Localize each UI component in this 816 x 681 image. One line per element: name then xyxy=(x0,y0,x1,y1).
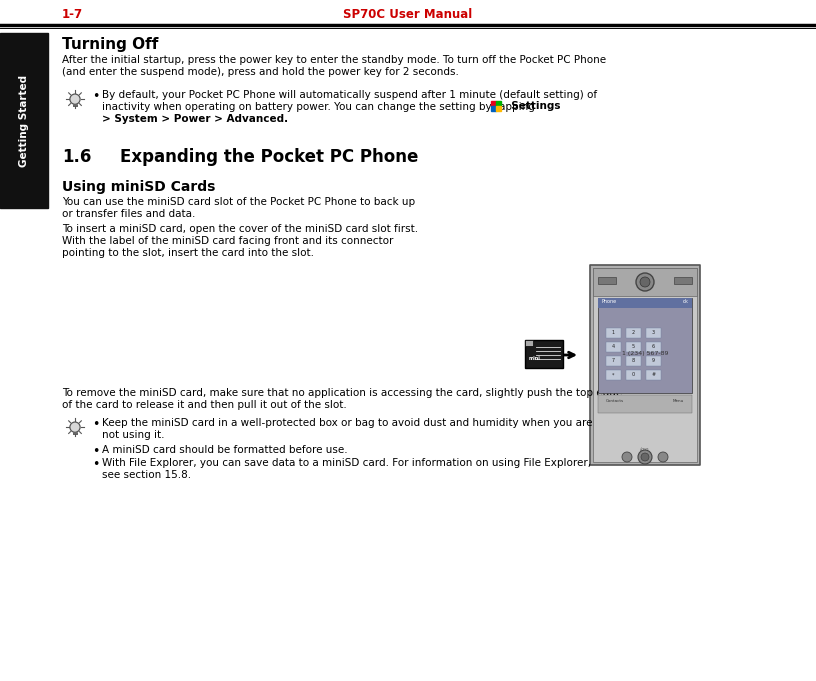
Bar xyxy=(73,433,78,434)
Text: With the label of the miniSD card facing front and its connector: With the label of the miniSD card facing… xyxy=(62,236,393,246)
Text: Menu: Menu xyxy=(672,399,684,403)
Bar xyxy=(0,33,48,208)
Bar xyxy=(73,105,78,106)
Bar xyxy=(73,432,77,434)
Bar xyxy=(598,298,692,308)
Text: 1.6: 1.6 xyxy=(62,148,91,166)
Circle shape xyxy=(70,95,80,104)
Text: Keep the miniSD card in a well-protected box or bag to avoid dust and humidity w: Keep the miniSD card in a well-protected… xyxy=(102,418,592,428)
Text: 1-7: 1-7 xyxy=(62,8,83,21)
Bar xyxy=(598,298,692,393)
Text: A miniSD card should be formatted before use.: A miniSD card should be formatted before… xyxy=(102,445,348,455)
Text: By default, your Pocket PC Phone will automatically suspend after 1 minute (defa: By default, your Pocket PC Phone will au… xyxy=(102,90,597,100)
Bar xyxy=(73,104,77,106)
Circle shape xyxy=(640,277,650,287)
Circle shape xyxy=(622,452,632,462)
Text: (and enter the suspend mode), press and hold the power key for 2 seconds.: (and enter the suspend mode), press and … xyxy=(62,67,459,77)
Text: You can use the miniSD card slot of the Pocket PC Phone to back up: You can use the miniSD card slot of the … xyxy=(62,197,415,207)
Text: 1: 1 xyxy=(612,330,615,336)
Text: of the card to release it and then pull it out of the slot.: of the card to release it and then pull … xyxy=(62,400,347,410)
Text: inactivity when operating on battery power. You can change the setting by tappin: inactivity when operating on battery pow… xyxy=(102,102,534,112)
Bar xyxy=(525,340,533,346)
Text: #: # xyxy=(651,373,655,377)
Bar xyxy=(646,356,661,366)
Text: To remove the miniSD card, make sure that no application is accessing the card, : To remove the miniSD card, make sure tha… xyxy=(62,388,623,398)
Text: Phone: Phone xyxy=(601,299,616,304)
Text: 4: 4 xyxy=(612,345,615,349)
Circle shape xyxy=(638,450,652,464)
Bar xyxy=(598,395,692,413)
Bar xyxy=(646,370,661,380)
Bar xyxy=(606,370,621,380)
Text: 0: 0 xyxy=(632,373,635,377)
Text: •: • xyxy=(92,445,100,458)
Text: pointing to the slot, insert the card into the slot.: pointing to the slot, insert the card in… xyxy=(62,248,314,258)
Text: To insert a miniSD card, open the cover of the miniSD card slot first.: To insert a miniSD card, open the cover … xyxy=(62,224,418,234)
Text: not using it.: not using it. xyxy=(102,430,165,440)
Text: Using miniSD Cards: Using miniSD Cards xyxy=(62,180,215,194)
Circle shape xyxy=(70,422,80,432)
Text: SP70C User Manual: SP70C User Manual xyxy=(344,8,472,21)
Circle shape xyxy=(658,452,668,462)
Text: Expanding the Pocket PC Phone: Expanding the Pocket PC Phone xyxy=(120,148,419,166)
Circle shape xyxy=(641,453,649,461)
Bar xyxy=(496,106,500,110)
Bar xyxy=(598,277,616,284)
Bar xyxy=(606,328,621,338)
Circle shape xyxy=(636,273,654,291)
Bar xyxy=(496,101,500,106)
Text: Settings: Settings xyxy=(504,101,561,111)
Text: or transfer files and data.: or transfer files and data. xyxy=(62,209,195,219)
Bar xyxy=(626,342,641,352)
Text: see section 15.8.: see section 15.8. xyxy=(102,470,191,480)
Text: *: * xyxy=(612,373,614,377)
Text: Getting Started: Getting Started xyxy=(19,74,29,167)
Text: 6: 6 xyxy=(652,345,655,349)
Text: > System > Power > Advanced.: > System > Power > Advanced. xyxy=(102,114,288,124)
Text: 3: 3 xyxy=(652,330,655,336)
Text: 5: 5 xyxy=(632,345,635,349)
Bar xyxy=(593,268,697,296)
Text: Contacts: Contacts xyxy=(606,399,624,403)
Text: Turning Off: Turning Off xyxy=(62,37,158,52)
Text: 1 (234) 567-89: 1 (234) 567-89 xyxy=(622,351,668,355)
Text: mini: mini xyxy=(529,355,541,360)
Bar xyxy=(626,356,641,366)
Bar xyxy=(491,106,495,110)
Bar xyxy=(674,277,692,284)
Text: With File Explorer, you can save data to a miniSD card. For information on using: With File Explorer, you can save data to… xyxy=(102,458,591,468)
Bar xyxy=(606,356,621,366)
Text: After the initial startup, press the power key to enter the standby mode. To tur: After the initial startup, press the pow… xyxy=(62,55,606,65)
Text: 8: 8 xyxy=(632,358,635,364)
Bar xyxy=(606,342,621,352)
Bar xyxy=(626,370,641,380)
Bar xyxy=(626,328,641,338)
Bar xyxy=(646,342,661,352)
Bar xyxy=(593,268,697,462)
Bar xyxy=(525,340,563,368)
Bar xyxy=(646,328,661,338)
Text: 9: 9 xyxy=(652,358,655,364)
Bar xyxy=(491,101,495,106)
Text: iqo: iqo xyxy=(641,447,650,452)
Text: •: • xyxy=(92,418,100,431)
Text: •: • xyxy=(92,90,100,103)
Text: 2: 2 xyxy=(632,330,635,336)
Text: •: • xyxy=(92,458,100,471)
Bar xyxy=(590,265,700,465)
Text: 7: 7 xyxy=(612,358,615,364)
Text: ok: ok xyxy=(683,299,689,304)
